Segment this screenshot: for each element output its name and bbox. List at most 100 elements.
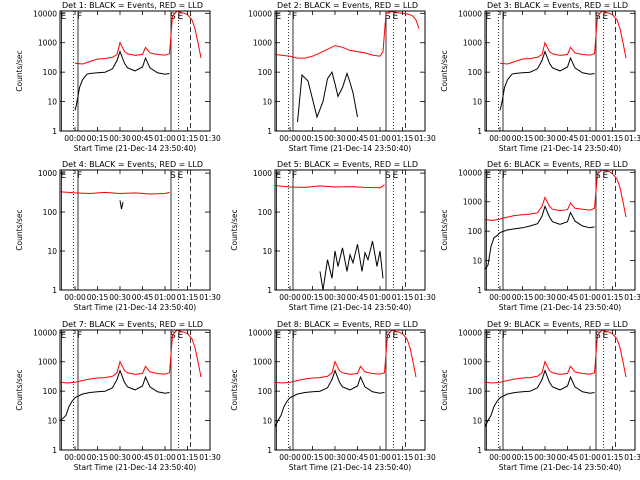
x-tick-label: 01:15 <box>602 453 624 462</box>
y-tick-label: 100 <box>258 208 273 217</box>
y-tick-label: 1 <box>52 446 57 455</box>
plot-frame <box>274 169 426 291</box>
x-tick-label: 01:00 <box>579 293 601 302</box>
y-tick-label: 10000 <box>248 328 272 337</box>
series-line-lld <box>275 11 420 59</box>
marker-label: E <box>61 12 67 22</box>
y-tick-label: 100 <box>258 68 273 77</box>
y-tick-label: 10000 <box>33 328 57 337</box>
x-axis-label: Start Time (21-Dec-14 23:50:40) <box>74 144 196 153</box>
x-tick-label: 01:00 <box>154 293 176 302</box>
marker-label: S <box>385 331 391 341</box>
x-tick-label: 00:00 <box>64 293 86 302</box>
x-tick-label: 00:00 <box>489 293 511 302</box>
x-tick-label: 01:30 <box>199 134 221 143</box>
y-tick-label: 10 <box>472 257 482 266</box>
y-tick-label: 1000 <box>38 39 57 48</box>
x-tick-label: 01:15 <box>177 134 199 143</box>
x-tick-label: 00:15 <box>87 134 109 143</box>
x-tick-label: 01:00 <box>369 134 391 143</box>
plot-frame <box>274 10 426 132</box>
marker-label: F <box>292 331 297 341</box>
x-axis-label: Start Time (21-Dec-14 23:50:40) <box>289 463 411 472</box>
series-line-lld <box>499 11 627 65</box>
y-tick-label: 1 <box>267 446 272 455</box>
marker-label: S <box>170 331 176 341</box>
y-tick-label: 10000 <box>248 9 272 18</box>
y-tick-label: 10000 <box>458 168 482 177</box>
series-line-events <box>485 204 595 270</box>
x-tick-label: 00:30 <box>324 134 346 143</box>
x-tick-label: 00:00 <box>279 453 301 462</box>
marker-label: S <box>170 171 176 181</box>
x-tick-label: 00:30 <box>534 293 556 302</box>
marker-label: E <box>486 12 492 22</box>
marker-label: E <box>393 171 399 181</box>
y-tick-label: 10000 <box>33 9 57 18</box>
plot-frame <box>59 169 211 291</box>
y-tick-label: 10000 <box>458 9 482 18</box>
marker-label: E <box>486 171 492 181</box>
series-line-events <box>485 369 595 428</box>
x-tick-label: 00:15 <box>87 293 109 302</box>
y-tick-label: 1000 <box>253 169 272 178</box>
y-tick-label: 100 <box>43 208 58 217</box>
marker-label: E <box>178 331 184 341</box>
x-tick-label: 00:15 <box>87 453 109 462</box>
x-tick-label: 01:30 <box>414 134 436 143</box>
y-axis-label: Counts/sec <box>15 209 24 250</box>
series-line-events <box>119 200 124 210</box>
x-tick-label: 00:45 <box>347 293 369 302</box>
x-tick-label: 01:00 <box>369 453 391 462</box>
series-line-lld <box>485 330 627 384</box>
plot-frame <box>484 10 636 132</box>
plot-frame <box>59 329 211 451</box>
x-tick-label: 00:15 <box>512 293 534 302</box>
x-tick-label: 00:00 <box>64 134 86 143</box>
x-tick-label: 00:15 <box>512 453 534 462</box>
marker-label: F <box>292 12 297 22</box>
x-axis-label: Start Time (21-Dec-14 23:50:40) <box>289 144 411 153</box>
x-tick-label: 01:00 <box>369 293 391 302</box>
x-axis-label: Start Time (21-Dec-14 23:50:40) <box>499 463 621 472</box>
x-tick-label: 00:30 <box>324 293 346 302</box>
x-axis-label: Start Time (21-Dec-14 23:50:40) <box>289 303 411 312</box>
y-tick-label: 10 <box>262 247 272 256</box>
y-tick-label: 1 <box>267 286 272 295</box>
x-tick-label: 01:00 <box>154 134 176 143</box>
plot-frame <box>59 10 211 132</box>
y-tick-label: 1000 <box>38 358 57 367</box>
x-tick-label: 00:30 <box>534 453 556 462</box>
series-line-lld <box>485 170 627 222</box>
x-tick-label: 01:30 <box>414 453 436 462</box>
chart-title: Det 8: BLACK = Events, RED = LLD <box>277 320 418 329</box>
y-tick-label: 1 <box>52 127 57 136</box>
marker-label: E <box>603 171 609 181</box>
y-axis-label: Counts/sec <box>230 209 239 250</box>
x-tick-label: 00:15 <box>512 134 534 143</box>
marker-label: E <box>276 12 282 22</box>
x-tick-label: 00:30 <box>534 134 556 143</box>
y-tick-label: 100 <box>258 387 273 396</box>
chart-title: Det 2: BLACK = Events, RED = LLD <box>277 1 418 10</box>
y-tick-label: 100 <box>43 68 58 77</box>
marker-label: E <box>276 171 282 181</box>
chart-title: Det 4: BLACK = Events, RED = LLD <box>62 160 203 169</box>
marker-label: F <box>502 171 507 181</box>
marker-label: S <box>595 331 601 341</box>
x-axis-label: Start Time (21-Dec-14 23:50:40) <box>499 144 621 153</box>
x-tick-label: 00:30 <box>109 453 131 462</box>
x-tick-label: 00:00 <box>489 134 511 143</box>
x-tick-label: 00:00 <box>64 453 86 462</box>
x-tick-label: 00:00 <box>489 453 511 462</box>
series-line-events <box>74 50 170 111</box>
marker-label: E <box>61 331 67 341</box>
marker-label: E <box>603 12 609 22</box>
x-tick-label: 01:15 <box>602 134 624 143</box>
